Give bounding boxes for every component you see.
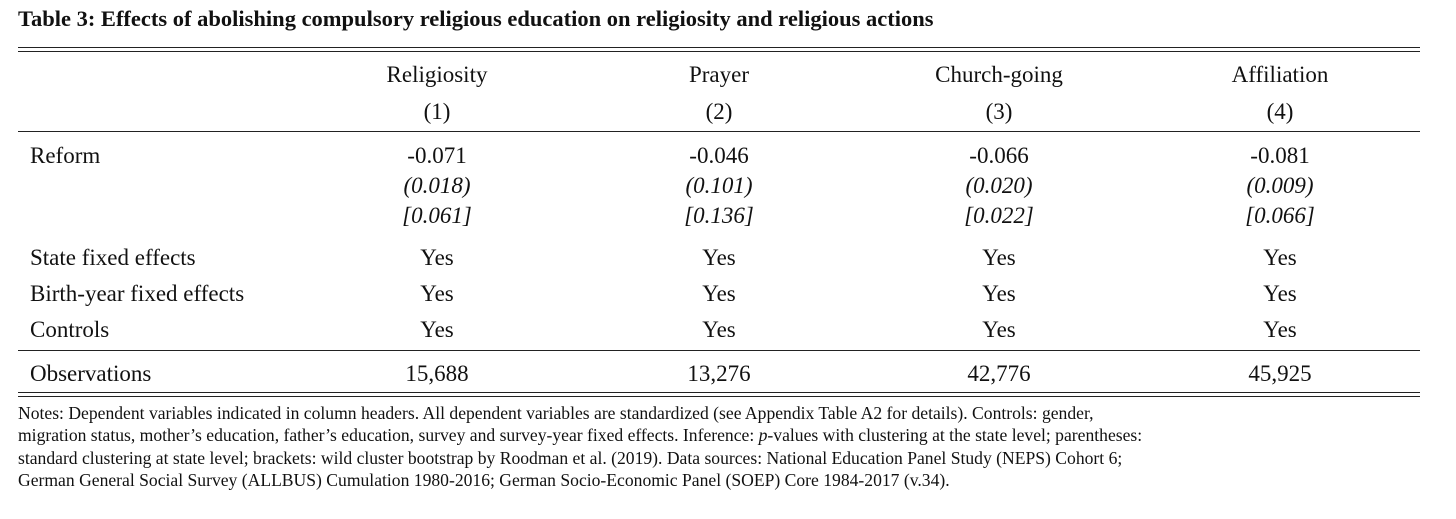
row-label-controls: Controls	[30, 317, 110, 342]
controls-4: Yes	[1263, 317, 1297, 342]
birth-year-fe-2: Yes	[702, 281, 736, 306]
row-label-birth-year-fe: Birth-year fixed effects	[30, 281, 245, 306]
column-number-2: (2)	[705, 99, 733, 124]
column-header-1: Religiosity	[386, 62, 488, 87]
observations-2: 13,276	[687, 361, 751, 386]
notes-line-3: standard clustering at state level; brac…	[18, 447, 1123, 468]
observations-3: 42,776	[967, 361, 1031, 386]
reform-coef-2: -0.046	[689, 143, 749, 168]
row-label-reform: Reform	[30, 143, 101, 168]
header-rule	[18, 131, 1420, 132]
state-fe-4: Yes	[1263, 245, 1297, 270]
notes-line-2: migration status, mother’s education, fa…	[18, 424, 1428, 446]
reform-se-paren-1: (0.018)	[403, 173, 471, 198]
birth-year-fe-1: Yes	[420, 281, 454, 306]
notes-line-4: German General Social Survey (ALLBUS) Cu…	[18, 469, 950, 490]
controls-1: Yes	[420, 317, 454, 342]
column-number-3: (3)	[985, 99, 1013, 124]
table-title: Table 3: Effects of abolishing compulsor…	[18, 6, 934, 31]
bottom-rule-second	[18, 396, 1420, 397]
column-header-3: Church-going	[935, 62, 1063, 87]
table-notes: Notes: Dependent variables indicated in …	[18, 402, 1428, 491]
controls-2: Yes	[702, 317, 736, 342]
observations-1: 15,688	[405, 361, 469, 386]
birth-year-fe-4: Yes	[1263, 281, 1297, 306]
reform-se-bracket-2: [0.136]	[684, 203, 754, 228]
column-number-4: (4)	[1266, 99, 1294, 124]
top-rule-second	[18, 51, 1420, 52]
birth-year-fe-3: Yes	[982, 281, 1016, 306]
reform-se-bracket-1: [0.061]	[402, 203, 472, 228]
column-header-2: Prayer	[688, 62, 750, 87]
reform-se-bracket-3: [0.022]	[964, 203, 1034, 228]
reform-se-paren-3: (0.020)	[965, 173, 1033, 198]
controls-3: Yes	[982, 317, 1016, 342]
row-label-state-fe: State fixed effects	[30, 245, 196, 270]
top-rule	[18, 47, 1420, 48]
state-fe-3: Yes	[982, 245, 1016, 270]
state-fe-1: Yes	[420, 245, 454, 270]
notes-line-2-end: -values with clustering at the state lev…	[767, 425, 1143, 446]
notes-p-symbol: p	[758, 425, 768, 446]
reform-se-bracket-4: [0.066]	[1245, 203, 1315, 228]
reform-coef-3: -0.066	[969, 143, 1029, 168]
row-label-observations: Observations	[30, 361, 152, 386]
reform-coef-4: -0.081	[1250, 143, 1310, 168]
notes-line-2-start: migration status, mother’s education, fa…	[18, 425, 759, 446]
reform-se-paren-2: (0.101)	[685, 173, 753, 198]
state-fe-2: Yes	[702, 245, 736, 270]
bottom-rule	[18, 392, 1420, 393]
column-number-1: (1)	[423, 99, 451, 124]
reform-coef-1: -0.071	[407, 143, 467, 168]
observations-4: 45,925	[1248, 361, 1312, 386]
notes-line-1: Notes: Dependent variables indicated in …	[18, 403, 1094, 423]
column-header-4: Affiliation	[1231, 62, 1329, 87]
observations-rule	[18, 350, 1420, 351]
reform-se-paren-4: (0.009)	[1246, 173, 1314, 198]
